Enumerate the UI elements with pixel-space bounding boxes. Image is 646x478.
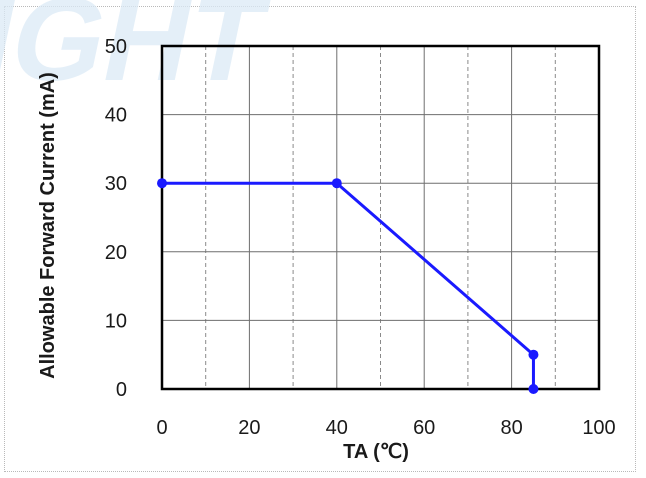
x-tick-label: 100 bbox=[582, 417, 615, 439]
x-axis-ticks: 0 20 40 60 80 100 bbox=[156, 417, 615, 439]
x-tick-label: 60 bbox=[413, 417, 435, 439]
y-tick-label: 20 bbox=[105, 242, 127, 264]
data-point bbox=[157, 178, 167, 189]
plot-area bbox=[160, 44, 601, 391]
data-point bbox=[528, 384, 539, 394]
x-axis-label: TA (℃) bbox=[343, 441, 409, 463]
series-group bbox=[157, 178, 539, 394]
x-tick-label: 20 bbox=[238, 417, 260, 439]
y-axis-ticks: 0 10 20 30 40 50 bbox=[105, 36, 127, 401]
chart-frame bbox=[4, 6, 636, 472]
y-tick-label: 50 bbox=[105, 36, 127, 58]
x-tick-label: 80 bbox=[500, 417, 522, 439]
watermark: IGHT bbox=[0, 0, 277, 106]
y-tick-label: 30 bbox=[105, 173, 127, 195]
y-tick-label: 0 bbox=[116, 379, 127, 401]
y-tick-label: 10 bbox=[105, 310, 127, 332]
y-axis-label: Allowable Forward Current (mA) bbox=[37, 72, 59, 379]
series-line bbox=[162, 181, 535, 389]
y-tick-label: 40 bbox=[105, 105, 127, 127]
x-tick-label: 0 bbox=[156, 417, 167, 439]
x-tick-label: 40 bbox=[326, 417, 348, 439]
data-point bbox=[528, 349, 539, 360]
data-point bbox=[331, 178, 342, 189]
